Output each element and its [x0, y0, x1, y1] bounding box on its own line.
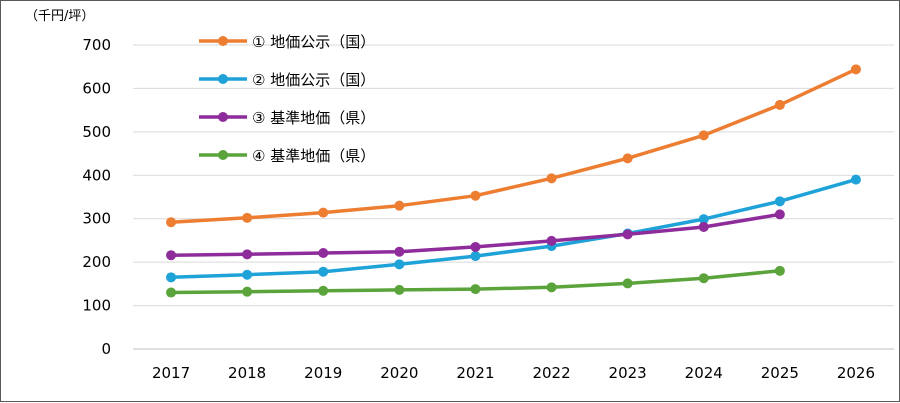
data-point — [318, 285, 329, 296]
data-point — [166, 272, 177, 283]
x-tick-label: 2026 — [837, 364, 875, 382]
data-point — [318, 266, 329, 277]
data-point — [166, 250, 177, 261]
x-tick-label: 2021 — [456, 364, 494, 382]
data-point — [774, 265, 785, 276]
data-point — [394, 259, 405, 270]
data-point — [242, 212, 253, 223]
data-point — [850, 174, 861, 185]
data-point — [166, 217, 177, 228]
data-point — [774, 196, 785, 207]
x-tick-label: 2018 — [228, 364, 266, 382]
legend-label: ④ 基準地価（県） — [252, 147, 375, 165]
data-point — [698, 130, 709, 141]
data-point — [546, 282, 557, 293]
data-point — [242, 269, 253, 280]
legend-label: ③ 基準地価（県） — [252, 109, 375, 127]
y-axis: 0 100 200 300 400 500 600 700 — [82, 36, 111, 358]
data-point — [698, 221, 709, 232]
x-tick-label: 2024 — [685, 364, 723, 382]
y-tick-label: 500 — [82, 123, 111, 141]
y-tick-label: 200 — [82, 253, 111, 271]
series-line-1 — [169, 67, 858, 224]
y-tick-label: 0 — [101, 340, 111, 358]
y-tick-label: 400 — [82, 166, 111, 184]
data-point — [546, 235, 557, 246]
series-lines — [166, 64, 861, 298]
legend-swatch-marker — [218, 36, 228, 46]
data-point — [166, 287, 177, 298]
legend-swatch-marker — [218, 112, 228, 122]
data-point — [774, 99, 785, 110]
data-point — [698, 214, 709, 225]
data-point — [394, 284, 405, 295]
x-tick-label: 2023 — [609, 364, 647, 382]
data-point — [318, 248, 329, 259]
x-tick-label: 2017 — [152, 364, 190, 382]
legend: ① 地価公示（国） ② 地価公示（国） ③ 基準地価（県） ④ 基準地価（県） — [199, 33, 375, 165]
data-point — [546, 173, 557, 184]
y-tick-label: 700 — [82, 36, 111, 54]
legend-swatch-marker — [218, 150, 228, 160]
x-tick-label: 2025 — [761, 364, 799, 382]
data-point — [242, 249, 253, 260]
gridlines — [133, 44, 894, 350]
x-tick-label: 2019 — [304, 364, 342, 382]
x-tick-label: 2022 — [532, 364, 570, 382]
legend-label: ② 地価公示（国） — [252, 71, 375, 89]
legend-label: ① 地価公示（国） — [252, 33, 375, 51]
data-point — [470, 251, 481, 262]
data-point — [622, 153, 633, 164]
data-point — [698, 273, 709, 284]
data-point — [470, 190, 481, 201]
data-point — [394, 200, 405, 211]
data-point — [622, 278, 633, 289]
x-tick-label: 2020 — [380, 364, 418, 382]
y-tick-label: 100 — [82, 297, 111, 315]
data-point — [394, 246, 405, 257]
y-tick-label: 600 — [82, 79, 111, 97]
data-point — [470, 241, 481, 252]
x-axis: 2017 2018 2019 2020 2021 2022 2023 2024 2025 2026 — [152, 364, 875, 382]
data-point — [470, 284, 481, 295]
data-point — [242, 286, 253, 297]
data-point — [622, 229, 633, 240]
data-point — [774, 209, 785, 220]
legend-swatch-marker — [218, 74, 228, 84]
data-point — [318, 207, 329, 218]
series-line-2 — [169, 177, 858, 280]
data-point — [850, 64, 861, 75]
y-tick-label: 300 — [82, 210, 111, 228]
unit-label: （千円/坪） — [25, 9, 94, 24]
